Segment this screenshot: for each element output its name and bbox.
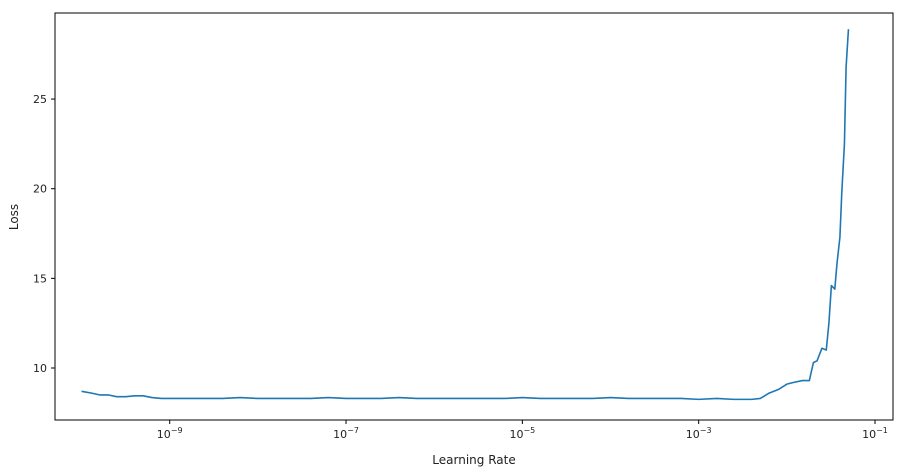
plot-frame	[54, 12, 894, 421]
x-tick-label: 10−7	[333, 426, 359, 441]
x-tick-label: 10−1	[862, 426, 888, 441]
y-tick-label: 25	[33, 93, 47, 106]
y-axis-label: Loss	[7, 204, 21, 230]
x-tick-label: 10−9	[157, 426, 183, 441]
y-tick-label: 10	[33, 362, 47, 375]
y-tick-label: 20	[33, 183, 47, 196]
loss-series-line-0	[81, 29, 850, 401]
plot-area	[81, 29, 850, 401]
x-tick-label: 10−5	[509, 426, 535, 441]
y-tick-label: 15	[33, 272, 47, 285]
x-axis: 10−9 10−7 10−5 10−3 10−1	[157, 420, 888, 441]
y-axis: 10 15 20 25	[33, 93, 55, 375]
x-axis-label: Learning Rate	[432, 453, 515, 467]
x-tick-label: 10−3	[686, 426, 712, 441]
